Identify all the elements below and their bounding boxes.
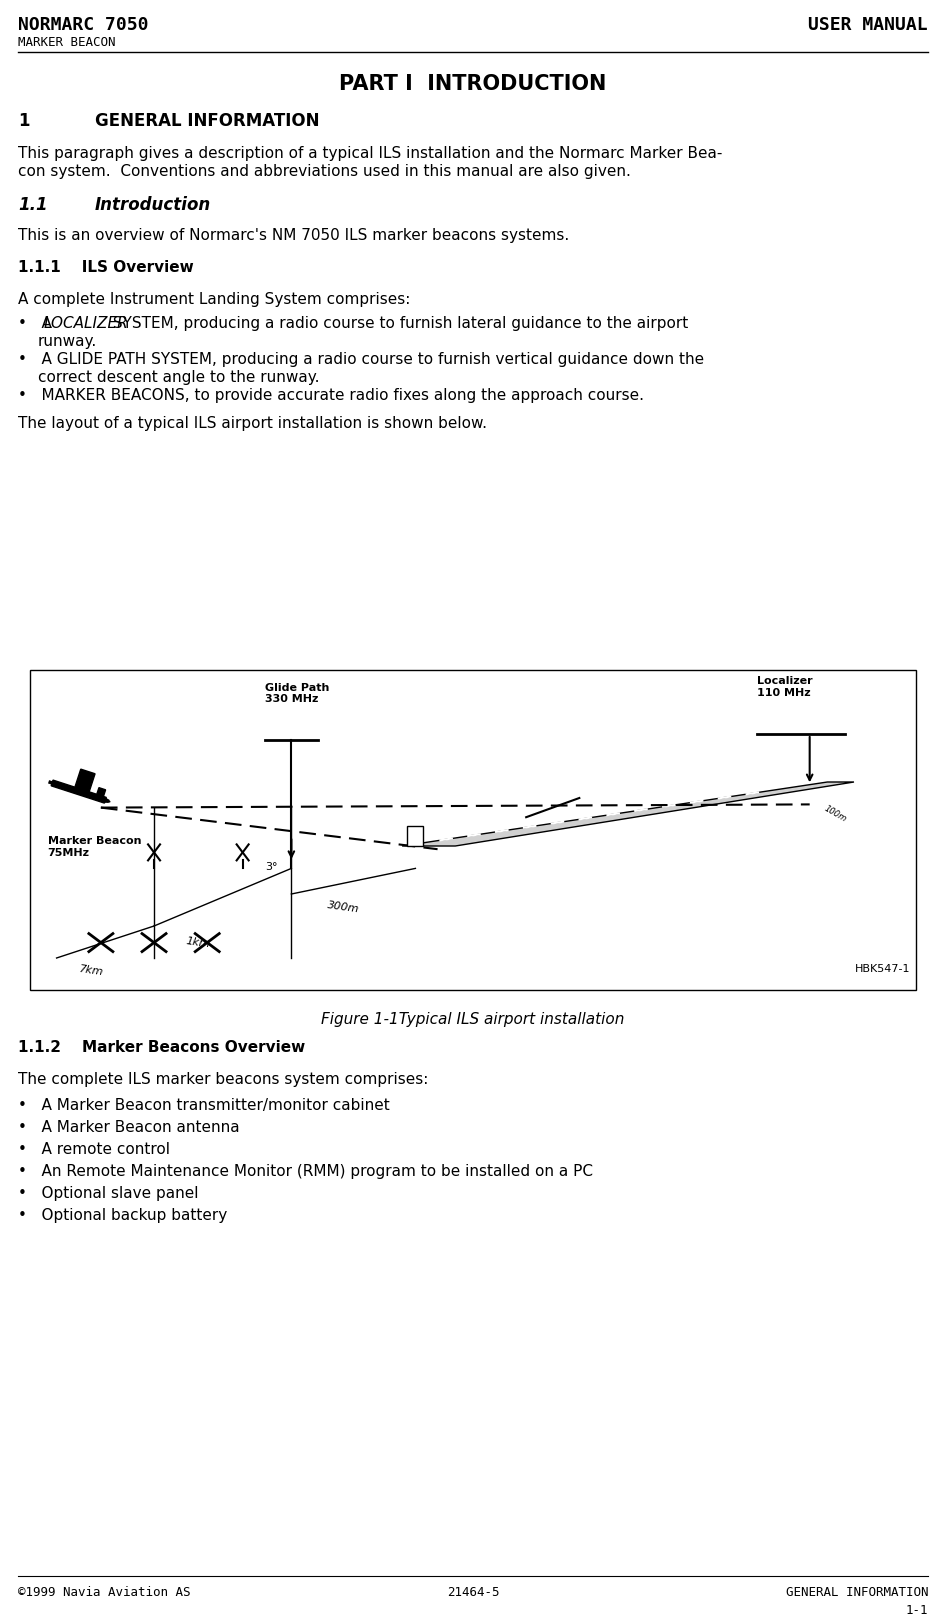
- Text: The complete ILS marker beacons system comprises:: The complete ILS marker beacons system c…: [18, 1072, 429, 1087]
- Polygon shape: [402, 783, 854, 846]
- Polygon shape: [51, 779, 106, 804]
- Text: MARKER BEACON: MARKER BEACON: [18, 36, 115, 49]
- Text: •   A GLIDE PATH SYSTEM, producing a radio course to furnish vertical guidance d: • A GLIDE PATH SYSTEM, producing a radio…: [18, 353, 704, 367]
- Text: 21464-5: 21464-5: [447, 1586, 499, 1599]
- Text: HBK547-1: HBK547-1: [854, 964, 910, 975]
- Text: ©1999 Navia Aviation AS: ©1999 Navia Aviation AS: [18, 1586, 190, 1599]
- Text: 1: 1: [18, 112, 29, 129]
- Text: SYSTEM, producing a radio course to furnish lateral guidance to the airport: SYSTEM, producing a radio course to furn…: [108, 315, 689, 331]
- Text: USER MANUAL: USER MANUAL: [809, 16, 928, 34]
- Text: 1.1.1    ILS Overview: 1.1.1 ILS Overview: [18, 260, 194, 275]
- Text: •   A Marker Beacon antenna: • A Marker Beacon antenna: [18, 1121, 239, 1135]
- Polygon shape: [105, 799, 110, 802]
- Text: correct descent angle to the runway.: correct descent angle to the runway.: [38, 370, 320, 385]
- Bar: [30, 669, 916, 990]
- Polygon shape: [74, 770, 95, 794]
- Bar: [408, 826, 424, 846]
- Text: LOCALIZER: LOCALIZER: [44, 315, 129, 331]
- Text: 100m: 100m: [823, 804, 849, 825]
- Text: •   An Remote Maintenance Monitor (RMM) program to be installed on a PC: • An Remote Maintenance Monitor (RMM) pr…: [18, 1164, 593, 1179]
- Text: GENERAL INFORMATION: GENERAL INFORMATION: [95, 112, 320, 129]
- Text: Localizer
110 MHz: Localizer 110 MHz: [757, 676, 813, 699]
- Text: •   A Marker Beacon transmitter/monitor cabinet: • A Marker Beacon transmitter/monitor ca…: [18, 1098, 390, 1112]
- Text: 1.1: 1.1: [18, 196, 47, 213]
- Text: 300m: 300m: [326, 901, 360, 915]
- Text: This paragraph gives a description of a typical ILS installation and the Normarc: This paragraph gives a description of a …: [18, 146, 723, 162]
- Polygon shape: [96, 787, 106, 799]
- Text: •   A: • A: [18, 315, 57, 331]
- Text: This is an overview of Normarc's NM 7050 ILS marker beacons systems.: This is an overview of Normarc's NM 7050…: [18, 228, 569, 243]
- Text: 1.1.2    Marker Beacons Overview: 1.1.2 Marker Beacons Overview: [18, 1040, 306, 1054]
- Text: 3°: 3°: [265, 862, 277, 872]
- Text: GENERAL INFORMATION: GENERAL INFORMATION: [785, 1586, 928, 1599]
- Text: Marker Beacon
75MHz: Marker Beacon 75MHz: [47, 836, 141, 859]
- Text: 1-1: 1-1: [905, 1604, 928, 1617]
- Text: PART I  INTRODUCTION: PART I INTRODUCTION: [340, 74, 606, 94]
- Text: con system.  Conventions and abbreviations used in this manual are also given.: con system. Conventions and abbreviation…: [18, 163, 631, 179]
- Text: 1km: 1km: [185, 936, 211, 949]
- Text: NORMARC 7050: NORMARC 7050: [18, 16, 149, 34]
- Text: runway.: runway.: [38, 335, 97, 349]
- Text: •   Optional slave panel: • Optional slave panel: [18, 1185, 199, 1201]
- Text: 7km: 7km: [79, 964, 104, 978]
- Text: Introduction: Introduction: [95, 196, 211, 213]
- Text: •   A remote control: • A remote control: [18, 1142, 170, 1158]
- Text: Glide Path
330 MHz: Glide Path 330 MHz: [265, 682, 329, 705]
- Text: The layout of a typical ILS airport installation is shown below.: The layout of a typical ILS airport inst…: [18, 416, 487, 432]
- Text: •   Optional backup battery: • Optional backup battery: [18, 1208, 227, 1222]
- Text: A complete Instrument Landing System comprises:: A complete Instrument Landing System com…: [18, 293, 411, 307]
- Text: •   MARKER BEACONS, to provide accurate radio fixes along the approach course.: • MARKER BEACONS, to provide accurate ra…: [18, 388, 644, 403]
- Text: Figure 1-1Typical ILS airport installation: Figure 1-1Typical ILS airport installati…: [322, 1012, 624, 1027]
